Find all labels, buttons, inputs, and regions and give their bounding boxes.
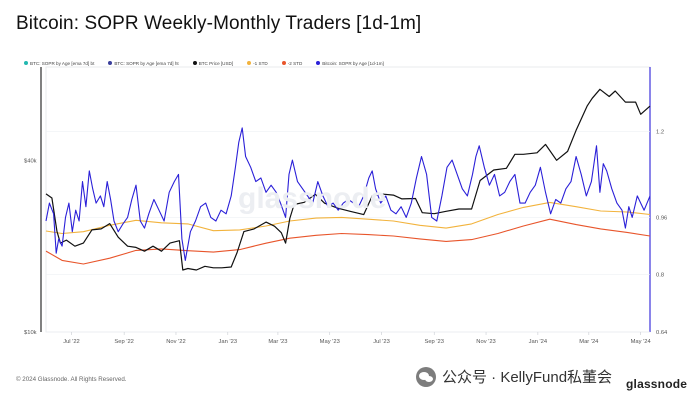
y-left-tick-label: $40k bbox=[24, 158, 37, 164]
legend-label: BTC: SOPR by Age [ema 7d] bt bbox=[30, 60, 95, 66]
wechat-text: 公众号 · KellyFund私董会 bbox=[442, 369, 613, 386]
series-line-minus-2-std bbox=[45, 218, 651, 265]
legend-swatch bbox=[281, 61, 286, 65]
chart-title: Bitcoin: SOPR Weekly-Monthly Traders [1d… bbox=[16, 13, 422, 34]
x-tick-label: Sep '23 bbox=[424, 339, 443, 345]
brand-logo: glassnode bbox=[626, 377, 688, 391]
legend-label: BTC Price [USD] bbox=[198, 60, 234, 66]
legend: BTC: SOPR by Age [ema 7d] bt BTC: SOPR by… bbox=[24, 58, 398, 68]
legend-label: -1 STD bbox=[253, 60, 268, 66]
legend-label: BTC: SOPR by Age [ema 7d] ht bbox=[114, 60, 179, 66]
x-tick-label: Jan '23 bbox=[219, 339, 238, 345]
footer-copyright: © 2024 Glassnode. All Rights Reserved. bbox=[16, 376, 127, 383]
x-tick-label: Nov '22 bbox=[166, 339, 185, 345]
series-line-btc-price bbox=[45, 88, 651, 271]
x-tick-label: Nov '23 bbox=[476, 339, 495, 345]
y-right-tick-label: 0.64 bbox=[656, 330, 668, 336]
legend-item[interactable]: -2 STD bbox=[281, 60, 303, 66]
legend-swatch bbox=[247, 61, 252, 65]
x-tick-label: Jan '24 bbox=[529, 339, 548, 345]
y-left-tick-label: $10k bbox=[24, 330, 37, 336]
x-tick-label: Mar '23 bbox=[268, 339, 287, 345]
y-right-tick-label: 0.96 bbox=[656, 215, 667, 221]
x-axis-ticks: Jul '22 Sep '22 Nov '22 Jan '23 Mar '23 May '… bbox=[63, 332, 651, 345]
x-tick-label: Jul '23 bbox=[373, 339, 390, 345]
series-line-sopr bbox=[45, 127, 651, 261]
y-right-tick-label: 1.2 bbox=[656, 129, 664, 135]
legend-label: Bitcoin: SOPR by Age [1d-1m] bbox=[322, 60, 384, 66]
legend-item[interactable]: BTC: SOPR by Age [ema 7d] bt bbox=[24, 61, 94, 66]
legend-label: -2 STD bbox=[287, 60, 303, 66]
series-layer bbox=[45, 88, 651, 271]
legend-swatch bbox=[24, 61, 28, 65]
legend-swatch bbox=[192, 61, 197, 65]
x-tick-label: Jul '22 bbox=[63, 339, 80, 345]
legend-item[interactable]: BTC: SOPR by Age [ema 7d] ht bbox=[108, 60, 179, 66]
watermark: glassnode bbox=[238, 182, 387, 215]
legend-item[interactable]: BTC Price [USD] bbox=[192, 60, 234, 66]
legend-swatch bbox=[316, 61, 321, 65]
grid bbox=[46, 131, 650, 333]
wechat-caption: 公众号 · KellyFund私董会 bbox=[416, 366, 612, 387]
x-tick-label: Mar '24 bbox=[579, 339, 599, 345]
y-right-tick-label: 0.8 bbox=[656, 273, 664, 279]
legend-item[interactable]: Bitcoin: SOPR by Age [1d-1m] bbox=[316, 61, 384, 66]
y-left-axis-ticks: $40k $10k bbox=[24, 158, 37, 336]
x-tick-label: May '23 bbox=[320, 339, 340, 345]
series-line-minus-1-std bbox=[45, 201, 651, 235]
wechat-icon bbox=[416, 366, 436, 387]
legend-item[interactable]: -1 STD bbox=[247, 61, 268, 66]
y-right-axis-ticks: 1.2 0.96 0.8 0.64 bbox=[656, 129, 668, 336]
x-tick-label: Sep '22 bbox=[114, 339, 133, 345]
legend-swatch bbox=[108, 61, 113, 65]
x-tick-label: May '24 bbox=[631, 339, 652, 345]
